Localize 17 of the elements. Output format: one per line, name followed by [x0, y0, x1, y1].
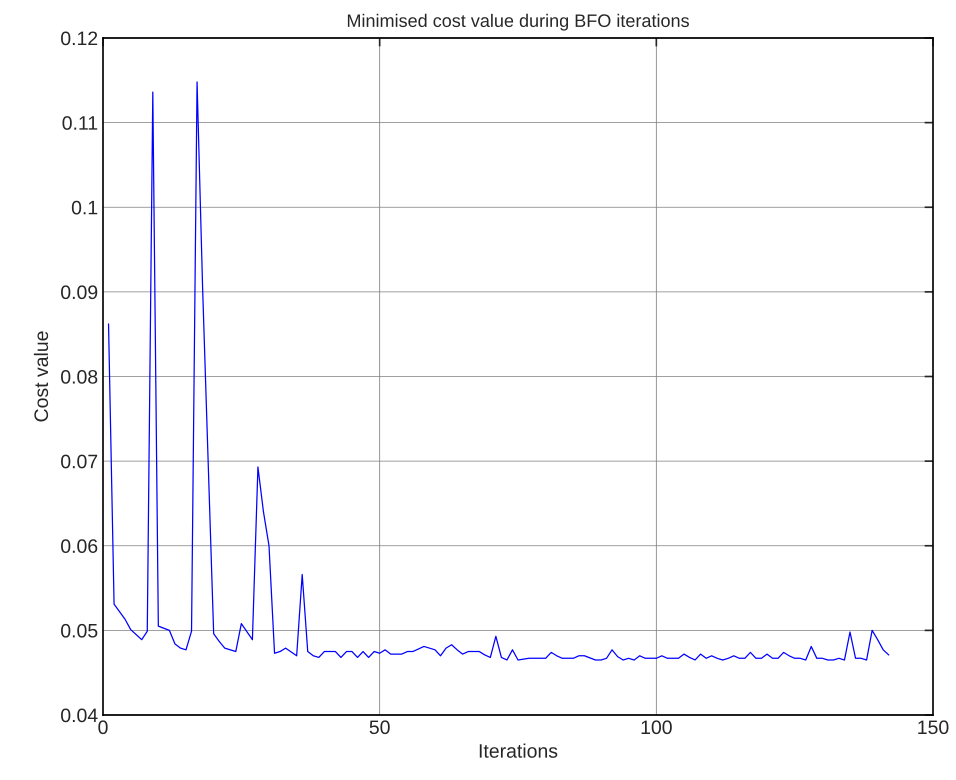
- y-tick-label: 0.1: [72, 200, 98, 214]
- y-tick-label: 0.08: [61, 370, 98, 384]
- x-axis-title: Iterations: [480, 744, 558, 758]
- y-tick-label: 0.09: [61, 285, 98, 300]
- chart-title: Minimised cost value during BFO iterations: [348, 14, 689, 31]
- y-axis-title: Cost value: [34, 331, 48, 422]
- x-tick-label: 100: [642, 720, 672, 734]
- line-series: [108, 81, 890, 661]
- y-tick-label: 0.07: [61, 454, 98, 468]
- y-tick-label: 0.06: [61, 539, 98, 553]
- y-tick-label: 0.12: [61, 31, 98, 46]
- x-tick-label: 0: [98, 720, 108, 734]
- y-tick-label: 0.05: [61, 624, 98, 638]
- y-tick-label: 0.11: [62, 116, 98, 130]
- x-tick-label: 50: [370, 720, 390, 734]
- x-tick-label: 150: [918, 720, 948, 734]
- y-tick-label: 0.04: [61, 708, 98, 722]
